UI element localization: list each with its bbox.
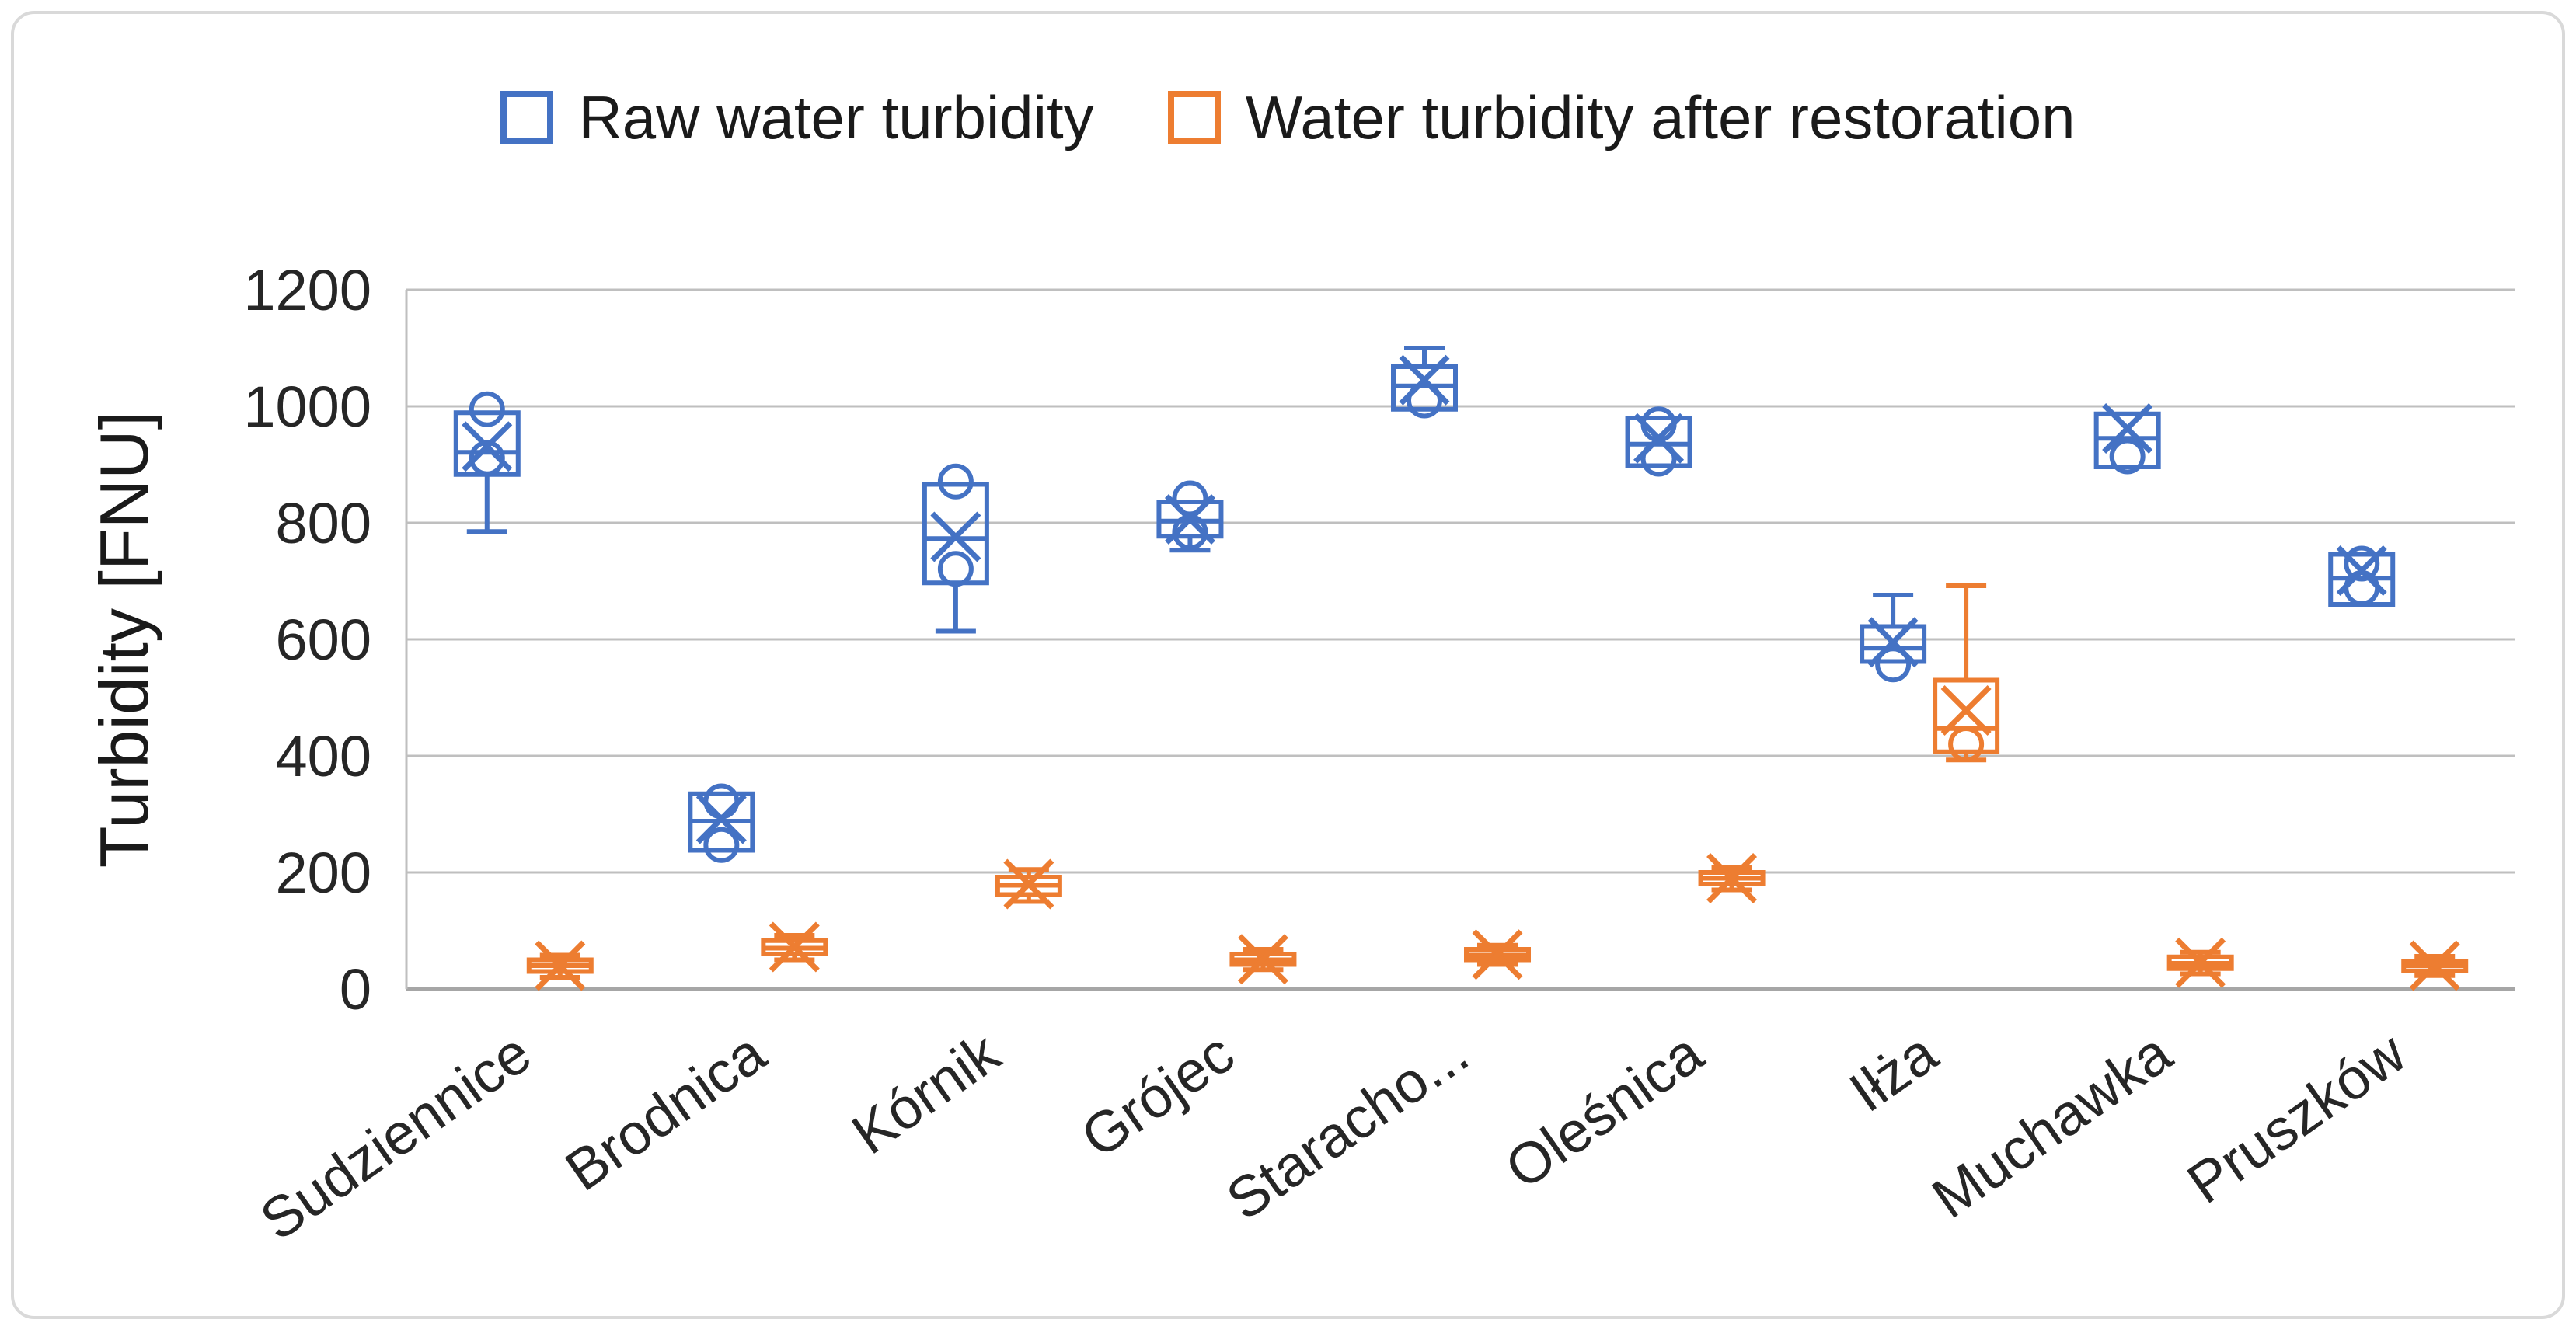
box-raw-Staracho...: [1391, 346, 1458, 419]
x-category-label: Brodnica: [554, 1020, 778, 1203]
x-category-label: Oleśnica: [1494, 1020, 1714, 1202]
x-category-label: Pruszków: [2176, 1020, 2417, 1216]
legend-swatch-restored-icon: [1167, 91, 1221, 144]
y-tick-label: 600: [276, 608, 371, 672]
box-restored-Oleśnica: [1698, 853, 1766, 903]
legend-label-raw: Raw water turbidity: [578, 83, 1094, 151]
x-category-label: Sudziennice: [249, 1020, 542, 1252]
box-raw-Muchawka: [2093, 403, 2161, 475]
box-raw-Oleśnica: [1625, 406, 1692, 477]
y-tick-label: 0: [340, 957, 371, 1022]
legend-item-raw: Raw water turbidity: [500, 83, 1094, 151]
box-raw-Sudziennice: [453, 391, 521, 534]
legend-item-restored: Water turbidity after restoration: [1167, 83, 2076, 151]
y-tick-label: 1200: [243, 258, 371, 322]
box-restored-Pruszków: [2401, 940, 2469, 991]
box-restored-Muchawka: [2166, 937, 2234, 988]
box-restored-Iłża: [1933, 583, 2000, 763]
box-restored-Sudziennice: [526, 940, 594, 991]
box-raw-Kórnik: [922, 463, 989, 634]
legend: Raw water turbidity Water turbidity afte…: [0, 87, 2576, 148]
y-tick-label: 1000: [243, 374, 371, 439]
x-category-label: Grójec: [1069, 1020, 1245, 1170]
x-category-label: Staracho...: [1215, 1020, 1480, 1232]
box-restored-Staracho...: [1464, 929, 1531, 980]
legend-label-restored: Water turbidity after restoration: [1245, 83, 2076, 151]
chart-frame: [11, 11, 2565, 1319]
legend-swatch-raw-icon: [500, 91, 554, 144]
box-raw-Brodnica: [688, 783, 755, 863]
box-raw-Iłża: [1860, 593, 1927, 683]
box-raw-Grójec: [1156, 480, 1224, 553]
y-tick-label: 800: [276, 491, 371, 555]
y-tick-label: 200: [276, 841, 371, 905]
box-restored-Brodnica: [761, 921, 828, 973]
y-tick-label: 400: [276, 724, 371, 789]
box-raw-Pruszków: [2328, 545, 2396, 607]
x-category-label: Iłża: [1838, 1020, 1949, 1125]
x-category-label: Muchawka: [1920, 1020, 2183, 1231]
x-category-label: Kórnik: [841, 1020, 1012, 1167]
box-restored-Kórnik: [995, 858, 1062, 910]
box-restored-Grójec: [1229, 934, 1297, 985]
